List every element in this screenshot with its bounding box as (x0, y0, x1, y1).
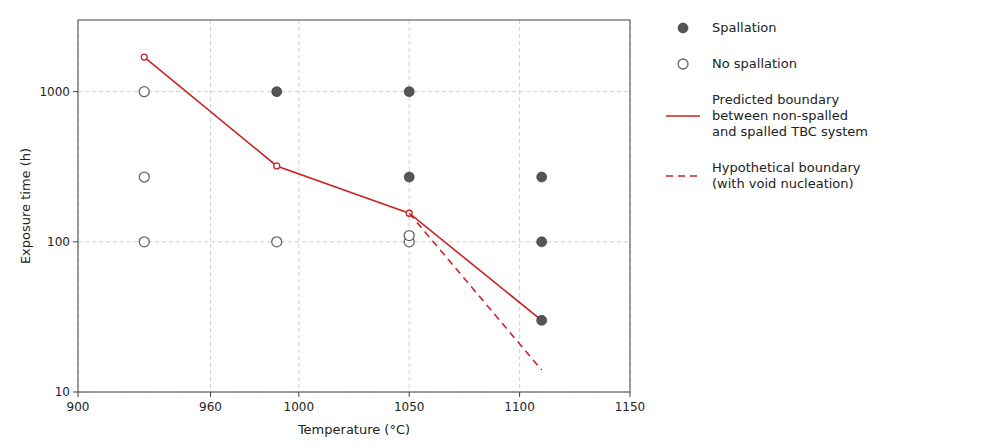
y-tick (73, 392, 78, 393)
legend-label-line: and spalled TBC system (712, 124, 868, 139)
x-tick (630, 392, 631, 397)
grid-line-y (78, 241, 630, 242)
chart-svg: 900 960 1000 1050 1100 1150 10 100 1000 Temperatu… (0, 0, 997, 448)
point (141, 54, 147, 60)
point (537, 315, 547, 325)
series-3 (409, 213, 541, 370)
grid-line-x (409, 20, 410, 392)
legend-line (666, 175, 700, 177)
legend-marker (678, 23, 688, 33)
legend: Spallation No spallation Predicted boundar… (666, 20, 868, 191)
legend-label: No spallation (712, 56, 797, 71)
x-axis-label: Temperature (°C) (297, 422, 410, 437)
grid-line-x (298, 20, 299, 392)
y-tick (73, 91, 78, 92)
x-tick-label: 900 (67, 400, 90, 414)
y-tick-label: 1000 (39, 85, 70, 99)
x-tick (298, 392, 299, 397)
x-tick-label: 1000 (284, 400, 315, 414)
line (144, 57, 541, 320)
plot-frame (78, 20, 630, 392)
y-axis-label: Exposure time (h) (18, 148, 33, 264)
point (139, 172, 149, 182)
series-2 (141, 54, 544, 323)
data-marks (139, 54, 546, 370)
line (409, 213, 541, 370)
x-tick-label: 1050 (394, 400, 425, 414)
legend-label-line: Predicted boundary (712, 92, 839, 107)
grid (78, 20, 630, 392)
point (537, 237, 547, 247)
grid-line-x (210, 20, 211, 392)
legend-line (666, 115, 700, 117)
point (139, 87, 149, 97)
legend-label: Predicted boundarybetween non-spalledand… (712, 92, 868, 139)
legend-marker (678, 59, 688, 69)
point (272, 237, 282, 247)
chart-container: 900 960 1000 1050 1100 1150 10 100 1000 Temperatu… (0, 0, 997, 448)
y-tick (73, 241, 78, 242)
point (274, 163, 280, 169)
x-tick (409, 392, 410, 397)
legend-label-line: Spallation (712, 20, 777, 35)
point (537, 172, 547, 182)
legend-label-line: (with void nucleation) (712, 176, 854, 191)
legend-entry: Hypothetical boundary(with void nucleati… (666, 160, 861, 191)
x-tick (210, 392, 211, 397)
x-tick (78, 392, 79, 397)
grid-line-x (519, 20, 520, 392)
legend-label-line: between non-spalled (712, 108, 848, 123)
legend-label: Spallation (712, 20, 777, 35)
x-tick-label: 1100 (504, 400, 535, 414)
y-tick-label: 10 (55, 385, 70, 399)
legend-entry: No spallation (678, 56, 797, 71)
x-tick (519, 392, 520, 397)
x-tick-label: 960 (199, 400, 222, 414)
legend-entry: Spallation (678, 20, 777, 35)
grid-line-y (78, 91, 630, 92)
point (404, 87, 414, 97)
point (272, 87, 282, 97)
legend-entry: Predicted boundarybetween non-spalledand… (666, 92, 868, 139)
legend-label: Hypothetical boundary(with void nucleati… (712, 160, 861, 191)
legend-label-line: No spallation (712, 56, 797, 71)
legend-label-line: Hypothetical boundary (712, 160, 861, 175)
point (404, 231, 414, 241)
point (139, 237, 149, 247)
x-tick-label: 1150 (615, 400, 646, 414)
axes: 900 960 1000 1050 1100 1150 10 100 1000 (39, 85, 645, 414)
y-tick-label: 100 (47, 235, 70, 249)
series-0 (272, 87, 547, 326)
point (404, 172, 414, 182)
series-1 (139, 87, 414, 247)
